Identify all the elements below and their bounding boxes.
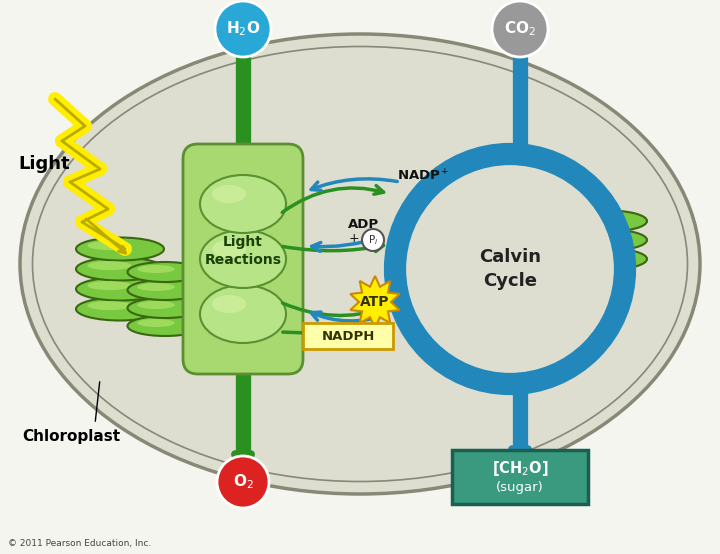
Ellipse shape: [76, 297, 164, 321]
Ellipse shape: [138, 283, 175, 291]
Ellipse shape: [127, 280, 202, 300]
Text: O$_2$: O$_2$: [233, 473, 253, 491]
Ellipse shape: [76, 238, 164, 260]
Ellipse shape: [87, 261, 132, 270]
Ellipse shape: [127, 298, 202, 318]
Ellipse shape: [138, 301, 175, 309]
Circle shape: [492, 1, 548, 57]
Ellipse shape: [127, 316, 202, 336]
Ellipse shape: [569, 211, 647, 232]
Circle shape: [217, 456, 269, 508]
FancyBboxPatch shape: [303, 323, 393, 349]
Ellipse shape: [127, 262, 202, 282]
FancyBboxPatch shape: [452, 450, 588, 504]
Polygon shape: [350, 276, 400, 328]
Ellipse shape: [138, 265, 175, 273]
Text: H$_2$O: H$_2$O: [226, 19, 260, 38]
Ellipse shape: [212, 295, 246, 313]
Text: P$_i$: P$_i$: [368, 233, 378, 247]
Ellipse shape: [138, 319, 175, 327]
Ellipse shape: [200, 230, 286, 288]
Text: (sugar): (sugar): [496, 480, 544, 494]
Ellipse shape: [569, 229, 647, 250]
Text: Light
Reactions: Light Reactions: [204, 235, 282, 267]
Text: NADP$^+$: NADP$^+$: [397, 168, 450, 183]
Text: © 2011 Pearson Education, Inc.: © 2011 Pearson Education, Inc.: [8, 539, 151, 548]
Ellipse shape: [20, 34, 700, 494]
Ellipse shape: [87, 281, 132, 290]
Ellipse shape: [212, 240, 246, 258]
Text: [CH$_2$O]: [CH$_2$O]: [492, 459, 549, 479]
Ellipse shape: [87, 301, 132, 310]
Circle shape: [362, 229, 384, 251]
Circle shape: [215, 1, 271, 57]
Text: + $\mathregular{P_i}$: + $\mathregular{P_i}$: [348, 232, 374, 247]
Ellipse shape: [569, 249, 647, 269]
Ellipse shape: [579, 214, 618, 222]
FancyBboxPatch shape: [183, 144, 303, 374]
Ellipse shape: [579, 233, 618, 241]
Ellipse shape: [212, 185, 246, 203]
Text: NADPH: NADPH: [321, 330, 374, 342]
Ellipse shape: [579, 252, 618, 260]
Ellipse shape: [200, 285, 286, 343]
Text: Chloroplast: Chloroplast: [22, 428, 120, 444]
Circle shape: [403, 162, 617, 376]
Text: ADP: ADP: [348, 218, 379, 230]
Text: Calvin
Cycle: Calvin Cycle: [479, 248, 541, 290]
Ellipse shape: [76, 258, 164, 280]
Ellipse shape: [76, 278, 164, 300]
Ellipse shape: [87, 241, 132, 250]
Ellipse shape: [200, 175, 286, 233]
Text: Light: Light: [18, 155, 70, 173]
Text: ATP: ATP: [360, 295, 390, 309]
Text: CO$_2$: CO$_2$: [504, 19, 536, 38]
